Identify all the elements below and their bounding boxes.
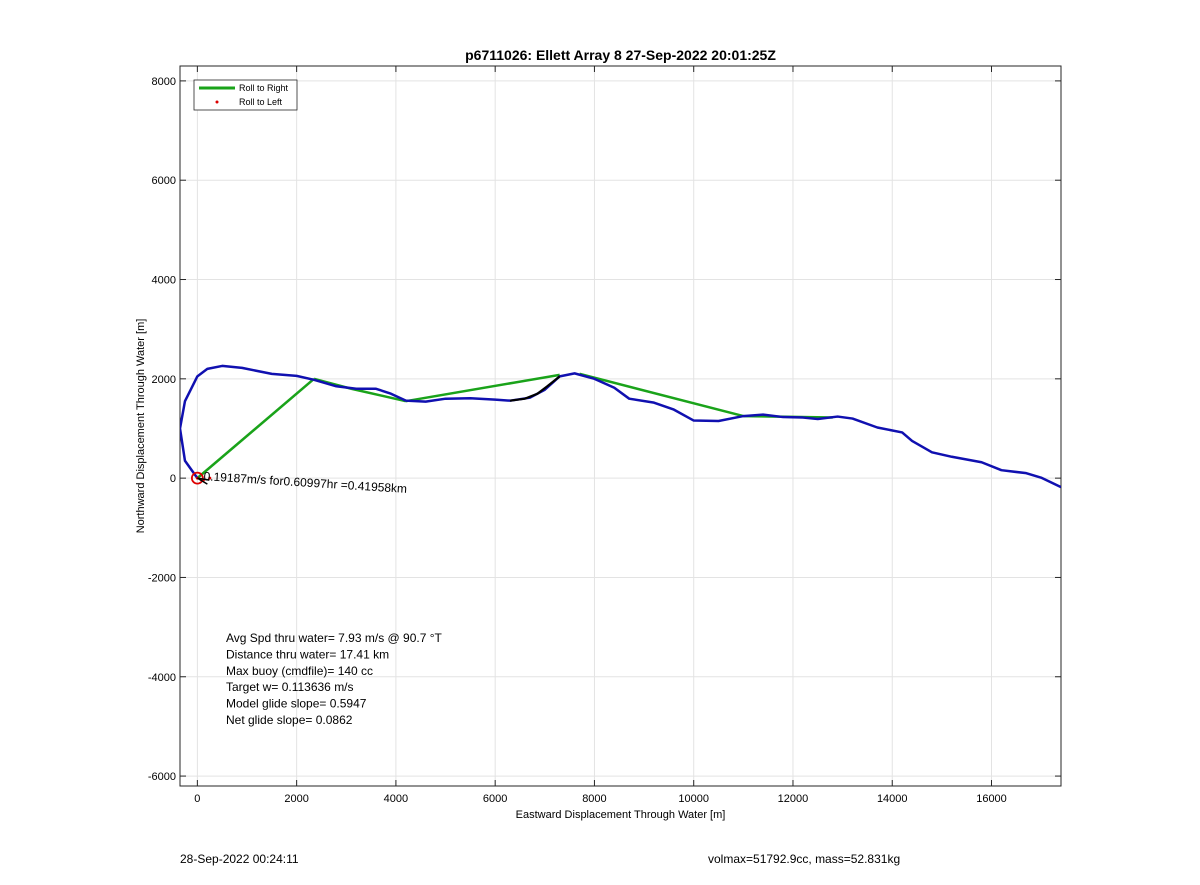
x-tick-label: 14000	[877, 793, 908, 805]
stats-line: Distance thru water= 17.41 km	[226, 647, 389, 661]
axes-box	[179, 65, 1062, 787]
legend-box	[193, 79, 298, 111]
x-tick-label: 8000	[582, 793, 606, 805]
current-arrow	[196, 477, 210, 485]
x-tick-label: 2000	[284, 793, 308, 805]
legend-label-roll-right: Roll to Right	[239, 83, 289, 93]
roll-left-point	[208, 476, 212, 480]
stats-line: Avg Spd thru water= 7.93 m/s @ 90.7 °T	[226, 631, 443, 645]
y-tick-label: -6000	[148, 771, 176, 783]
x-tick-label: 4000	[384, 793, 408, 805]
track-line	[180, 364, 1061, 489]
x-tick-label: 6000	[483, 793, 507, 805]
stats-line: Target w= 0.113636 m/s	[226, 680, 354, 694]
current-annotation: 0.19187m/s for0.60997hr =0.41958km	[203, 469, 407, 496]
track-line-dark	[509, 375, 561, 402]
start-marker	[190, 471, 204, 485]
ticks: 0 2000 4000 6000 8000 10000 12000 14000 16000 -60…	[148, 66, 1061, 805]
x-tick-label: 16000	[976, 793, 1007, 805]
y-tick-label: 8000	[152, 76, 176, 88]
roll-right-segment	[350, 387, 407, 403]
stats-line: Max buoy (cmdfile)= 140 cc	[226, 664, 373, 678]
y-tick-label: 2000	[152, 374, 176, 386]
y-tick-label: -2000	[148, 572, 176, 584]
roll-right-segment	[579, 372, 744, 418]
stats-block: Avg Spd thru water= 7.93 m/s @ 90.7 °T D…	[226, 631, 443, 727]
chart-title: p6711026: Ellett Array 8 27-Sep-2022 20:…	[465, 47, 776, 63]
grid-lines	[180, 66, 1061, 786]
legend: Roll to Right Roll to Left	[193, 79, 298, 111]
y-axis-label: Northward Displacement Through Water [m]	[135, 319, 147, 534]
roll-right-segment	[405, 373, 560, 403]
x-axis-label: Eastward Displacement Through Water [m]	[516, 809, 726, 821]
legend-swatch-roll-left	[215, 100, 219, 104]
stats-line: Net glide slope= 0.0862	[226, 713, 353, 727]
stats-line: Model glide slope= 0.5947	[226, 697, 367, 711]
plot-area	[180, 364, 1061, 489]
y-tick-label: 0	[170, 473, 176, 485]
y-tick-label: -4000	[148, 672, 176, 684]
legend-label-roll-left: Roll to Left	[239, 97, 283, 107]
x-tick-label: 12000	[778, 793, 809, 805]
y-tick-label: 6000	[152, 175, 176, 187]
x-tick-label: 0	[194, 793, 200, 805]
footer-date: 28-Sep-2022 00:24:11	[180, 852, 299, 866]
x-tick-label: 10000	[678, 793, 709, 805]
roll-right-segment	[196, 377, 315, 480]
footer-info: volmax=51792.9cc, mass=52.831kg	[708, 852, 901, 866]
series-group	[180, 364, 1061, 489]
y-tick-label: 4000	[152, 275, 176, 287]
